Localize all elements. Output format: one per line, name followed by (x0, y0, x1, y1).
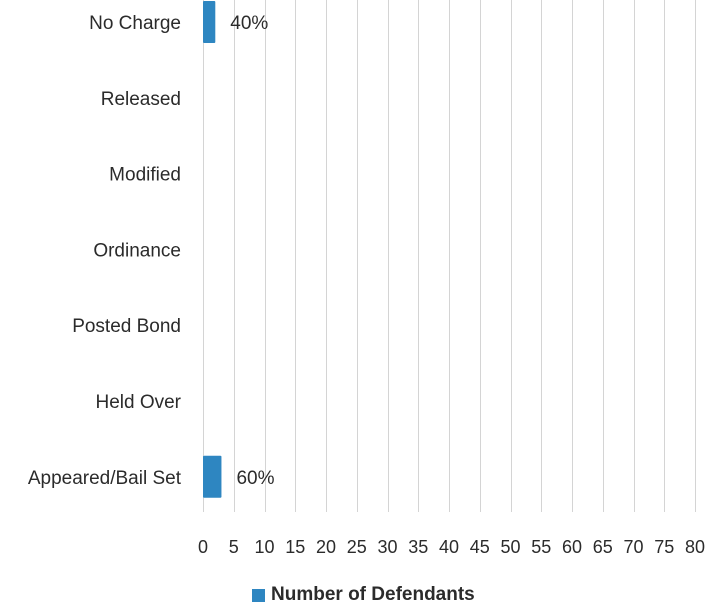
x-tick-label: 65 (593, 537, 613, 557)
bar (203, 1, 216, 43)
bars (203, 1, 222, 498)
x-tick-label: 0 (198, 537, 208, 557)
legend: Number of Defendants (252, 584, 475, 606)
x-tick-label: 60 (562, 537, 582, 557)
legend-label: Number of Defendants (271, 584, 475, 605)
data-label: 60% (236, 468, 274, 489)
data-label: 40% (230, 13, 268, 34)
category-label: Released (101, 89, 181, 110)
x-tick-label: 55 (531, 537, 551, 557)
x-tick-label: 75 (654, 537, 674, 557)
labels: 0 5 10 15 20 25 30 35 40 45 50 55 60 65 70 75 80 No Charg… (28, 13, 705, 557)
x-tick-label: 80 (685, 537, 705, 557)
category-label: Ordinance (93, 240, 181, 261)
x-tick-label: 5 (229, 537, 239, 557)
category-label: Held Over (95, 392, 181, 413)
x-tick-label: 40 (439, 537, 459, 557)
category-label: Appeared/Bail Set (28, 468, 182, 489)
x-tick-label: 15 (285, 537, 305, 557)
x-tick-label: 35 (408, 537, 428, 557)
x-tick-label: 45 (470, 537, 490, 557)
category-label: Modified (109, 165, 181, 186)
x-tick-label: 25 (347, 537, 367, 557)
bar (203, 455, 222, 498)
legend-swatch (252, 588, 265, 602)
gridlines (203, 0, 696, 512)
x-tick-label: 50 (500, 537, 520, 557)
x-tick-label: 30 (377, 537, 397, 557)
x-tick-label: 10 (254, 537, 274, 557)
x-tick-label: 20 (316, 537, 336, 557)
category-label: Posted Bond (72, 316, 181, 337)
category-label: No Charge (89, 13, 181, 34)
x-tick-label: 70 (623, 537, 643, 557)
